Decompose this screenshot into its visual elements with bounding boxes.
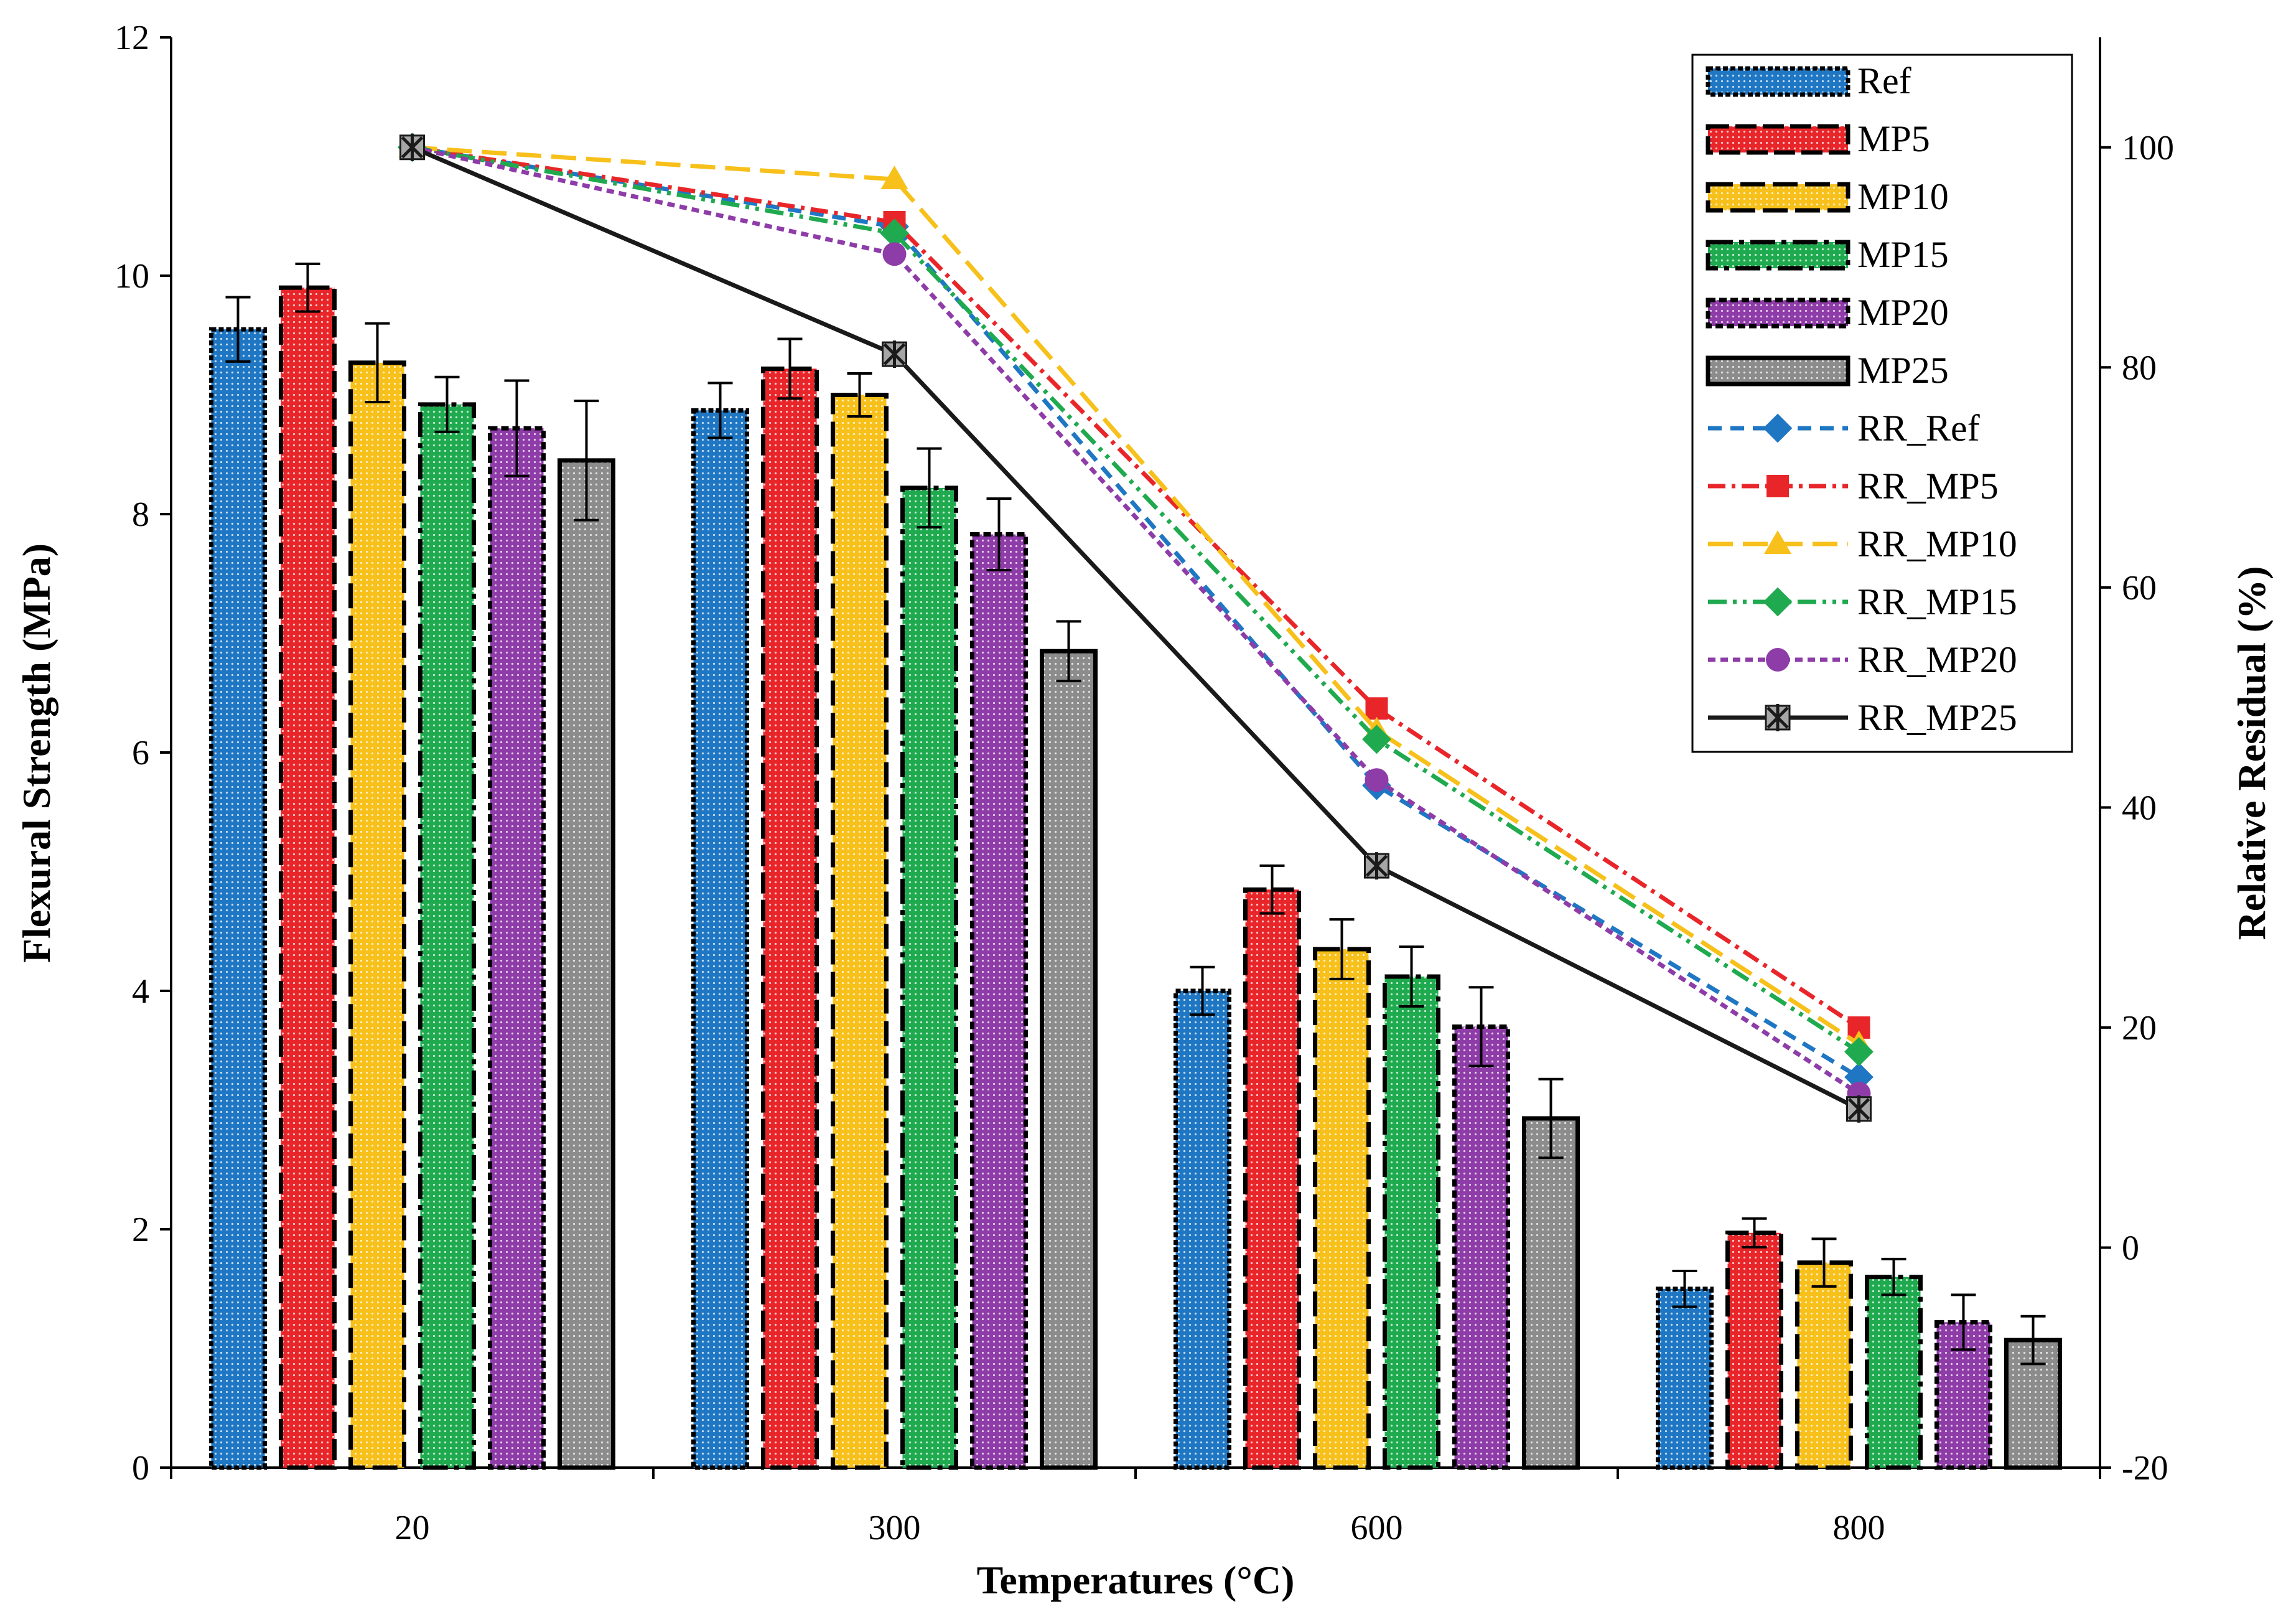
y-axis-ticks: 0 2 4 6 8 10 12 — [114, 19, 171, 1488]
bar-mp10-300 — [831, 393, 889, 1470]
bar-ref-300 — [691, 408, 749, 1470]
bar-mp5-300 — [761, 366, 819, 1470]
legend-label-rr_ref: RR_Ref — [1857, 408, 1980, 449]
x-tick-label: 600 — [1351, 1509, 1403, 1547]
legend: Ref MP5 MP10 MP15 MP20 MP25 RR_Ref RR_MP5 RR_MP1… — [1691, 54, 2073, 753]
x-tick-label: 800 — [1833, 1509, 1885, 1547]
legend-label-rr_mp15: RR_MP15 — [1857, 581, 2017, 622]
line-series — [398, 133, 1874, 1123]
y2-axis-ticks: -20 0 20 40 60 80 100 — [2100, 129, 2174, 1488]
bar-mp15-800 — [1865, 1275, 1923, 1470]
legend-label-rr_mp25: RR_MP25 — [1857, 697, 2017, 738]
error-bars — [225, 262, 2046, 1366]
legend-swatch-ref — [1706, 66, 1850, 97]
bar-mp15-300 — [900, 485, 958, 1470]
legend-swatch-mp5 — [1706, 124, 1850, 155]
x-axis-title: Temperatures (°C) — [977, 1558, 1295, 1602]
legend-label-ref: Ref — [1857, 60, 1911, 101]
bar-mp20-20 — [488, 426, 546, 1470]
line-rr_ref — [411, 145, 1860, 1079]
line-rr_mp15 — [411, 145, 1860, 1054]
line-rr_mp10 — [412, 145, 1860, 1046]
y2-tick-label: 100 — [2122, 129, 2174, 167]
bar-mp20-600 — [1452, 1024, 1510, 1470]
point-rr_mp15-800 — [1844, 1037, 1874, 1067]
y-tick-label: 4 — [132, 972, 149, 1011]
bar-mp10-800 — [1795, 1260, 1853, 1470]
y-tick-label: 6 — [132, 734, 149, 772]
y-tick-label: 10 — [114, 257, 149, 296]
legend-label-rr_mp20: RR_MP20 — [1857, 639, 2017, 680]
x-axis-ticks: 20 300 600 800 — [170, 1468, 2101, 1547]
y2-tick-label: 20 — [2122, 1009, 2157, 1048]
bar-mp25-600 — [1522, 1116, 1580, 1470]
legend-label-rr_mp5: RR_MP5 — [1857, 466, 1999, 507]
legend-label-mp5: MP5 — [1857, 118, 1930, 159]
y-tick-label: 2 — [132, 1211, 149, 1249]
legend-label-mp20: MP20 — [1857, 292, 1949, 333]
y-tick-label: 8 — [132, 495, 149, 534]
legend-swatch-mp10 — [1706, 182, 1850, 213]
point-rr_mp15-600 — [1362, 724, 1391, 754]
bar-mp5-20 — [279, 285, 337, 1470]
point-rr_mp10-300 — [880, 166, 908, 190]
legend-marker-rr_ref — [1763, 413, 1793, 443]
bar-series — [209, 285, 2062, 1470]
bar-ref-20 — [209, 327, 267, 1470]
legend-label-mp15: MP15 — [1857, 234, 1949, 275]
bar-ref-600 — [1174, 988, 1231, 1470]
bar-mp15-600 — [1383, 974, 1440, 1470]
bar-mp25-300 — [1040, 649, 1098, 1470]
line-rr_mp25 — [411, 145, 1860, 1111]
legend-swatch-mp25 — [1706, 355, 1850, 387]
legend-marker-rr_mp5 — [1766, 475, 1789, 497]
bar-ref-800 — [1656, 1287, 1714, 1470]
line-rr_mp5 — [411, 145, 1860, 1029]
bar-mp25-20 — [558, 458, 615, 1470]
legend-marker-rr_mp15 — [1763, 587, 1793, 617]
y2-tick-label: 80 — [2122, 349, 2157, 387]
y-tick-label: 0 — [132, 1449, 149, 1488]
point-rr_mp5-600 — [1365, 697, 1388, 720]
legend-label-rr_mp10: RR_MP10 — [1857, 523, 2017, 565]
bar-mp10-600 — [1313, 947, 1371, 1470]
bar-mp5-600 — [1243, 887, 1301, 1470]
line-rr_mp20 — [411, 145, 1860, 1095]
point-rr_mp20-600 — [1365, 768, 1389, 792]
y-axis-title: Flexural Strength (MPa) — [14, 543, 58, 963]
point-rr_mp20-300 — [882, 242, 907, 266]
y-tick-label: 12 — [114, 19, 149, 57]
y2-tick-label: 0 — [2122, 1229, 2139, 1267]
y2-tick-label: 60 — [2122, 569, 2157, 607]
y2-tick-label: -20 — [2122, 1449, 2168, 1488]
legend-swatch-mp20 — [1706, 298, 1850, 329]
bar-mp5-800 — [1725, 1231, 1783, 1470]
legend-label-mp25: MP25 — [1857, 350, 1949, 391]
y2-axis-title: Relative Residual (%) — [2229, 566, 2274, 940]
bar-mp10-20 — [348, 360, 406, 1470]
legend-box — [1691, 54, 2073, 753]
y2-tick-label: 40 — [2122, 789, 2157, 827]
legend-label-mp10: MP10 — [1857, 176, 1949, 217]
legend-marker-rr_mp10 — [1764, 530, 1791, 554]
x-tick-label: 300 — [869, 1509, 921, 1547]
bar-mp20-300 — [970, 532, 1028, 1470]
x-tick-label: 20 — [395, 1509, 430, 1547]
legend-swatch-mp15 — [1706, 240, 1850, 271]
bar-mp15-20 — [418, 402, 476, 1470]
legend-marker-rr_mp20 — [1766, 648, 1790, 672]
